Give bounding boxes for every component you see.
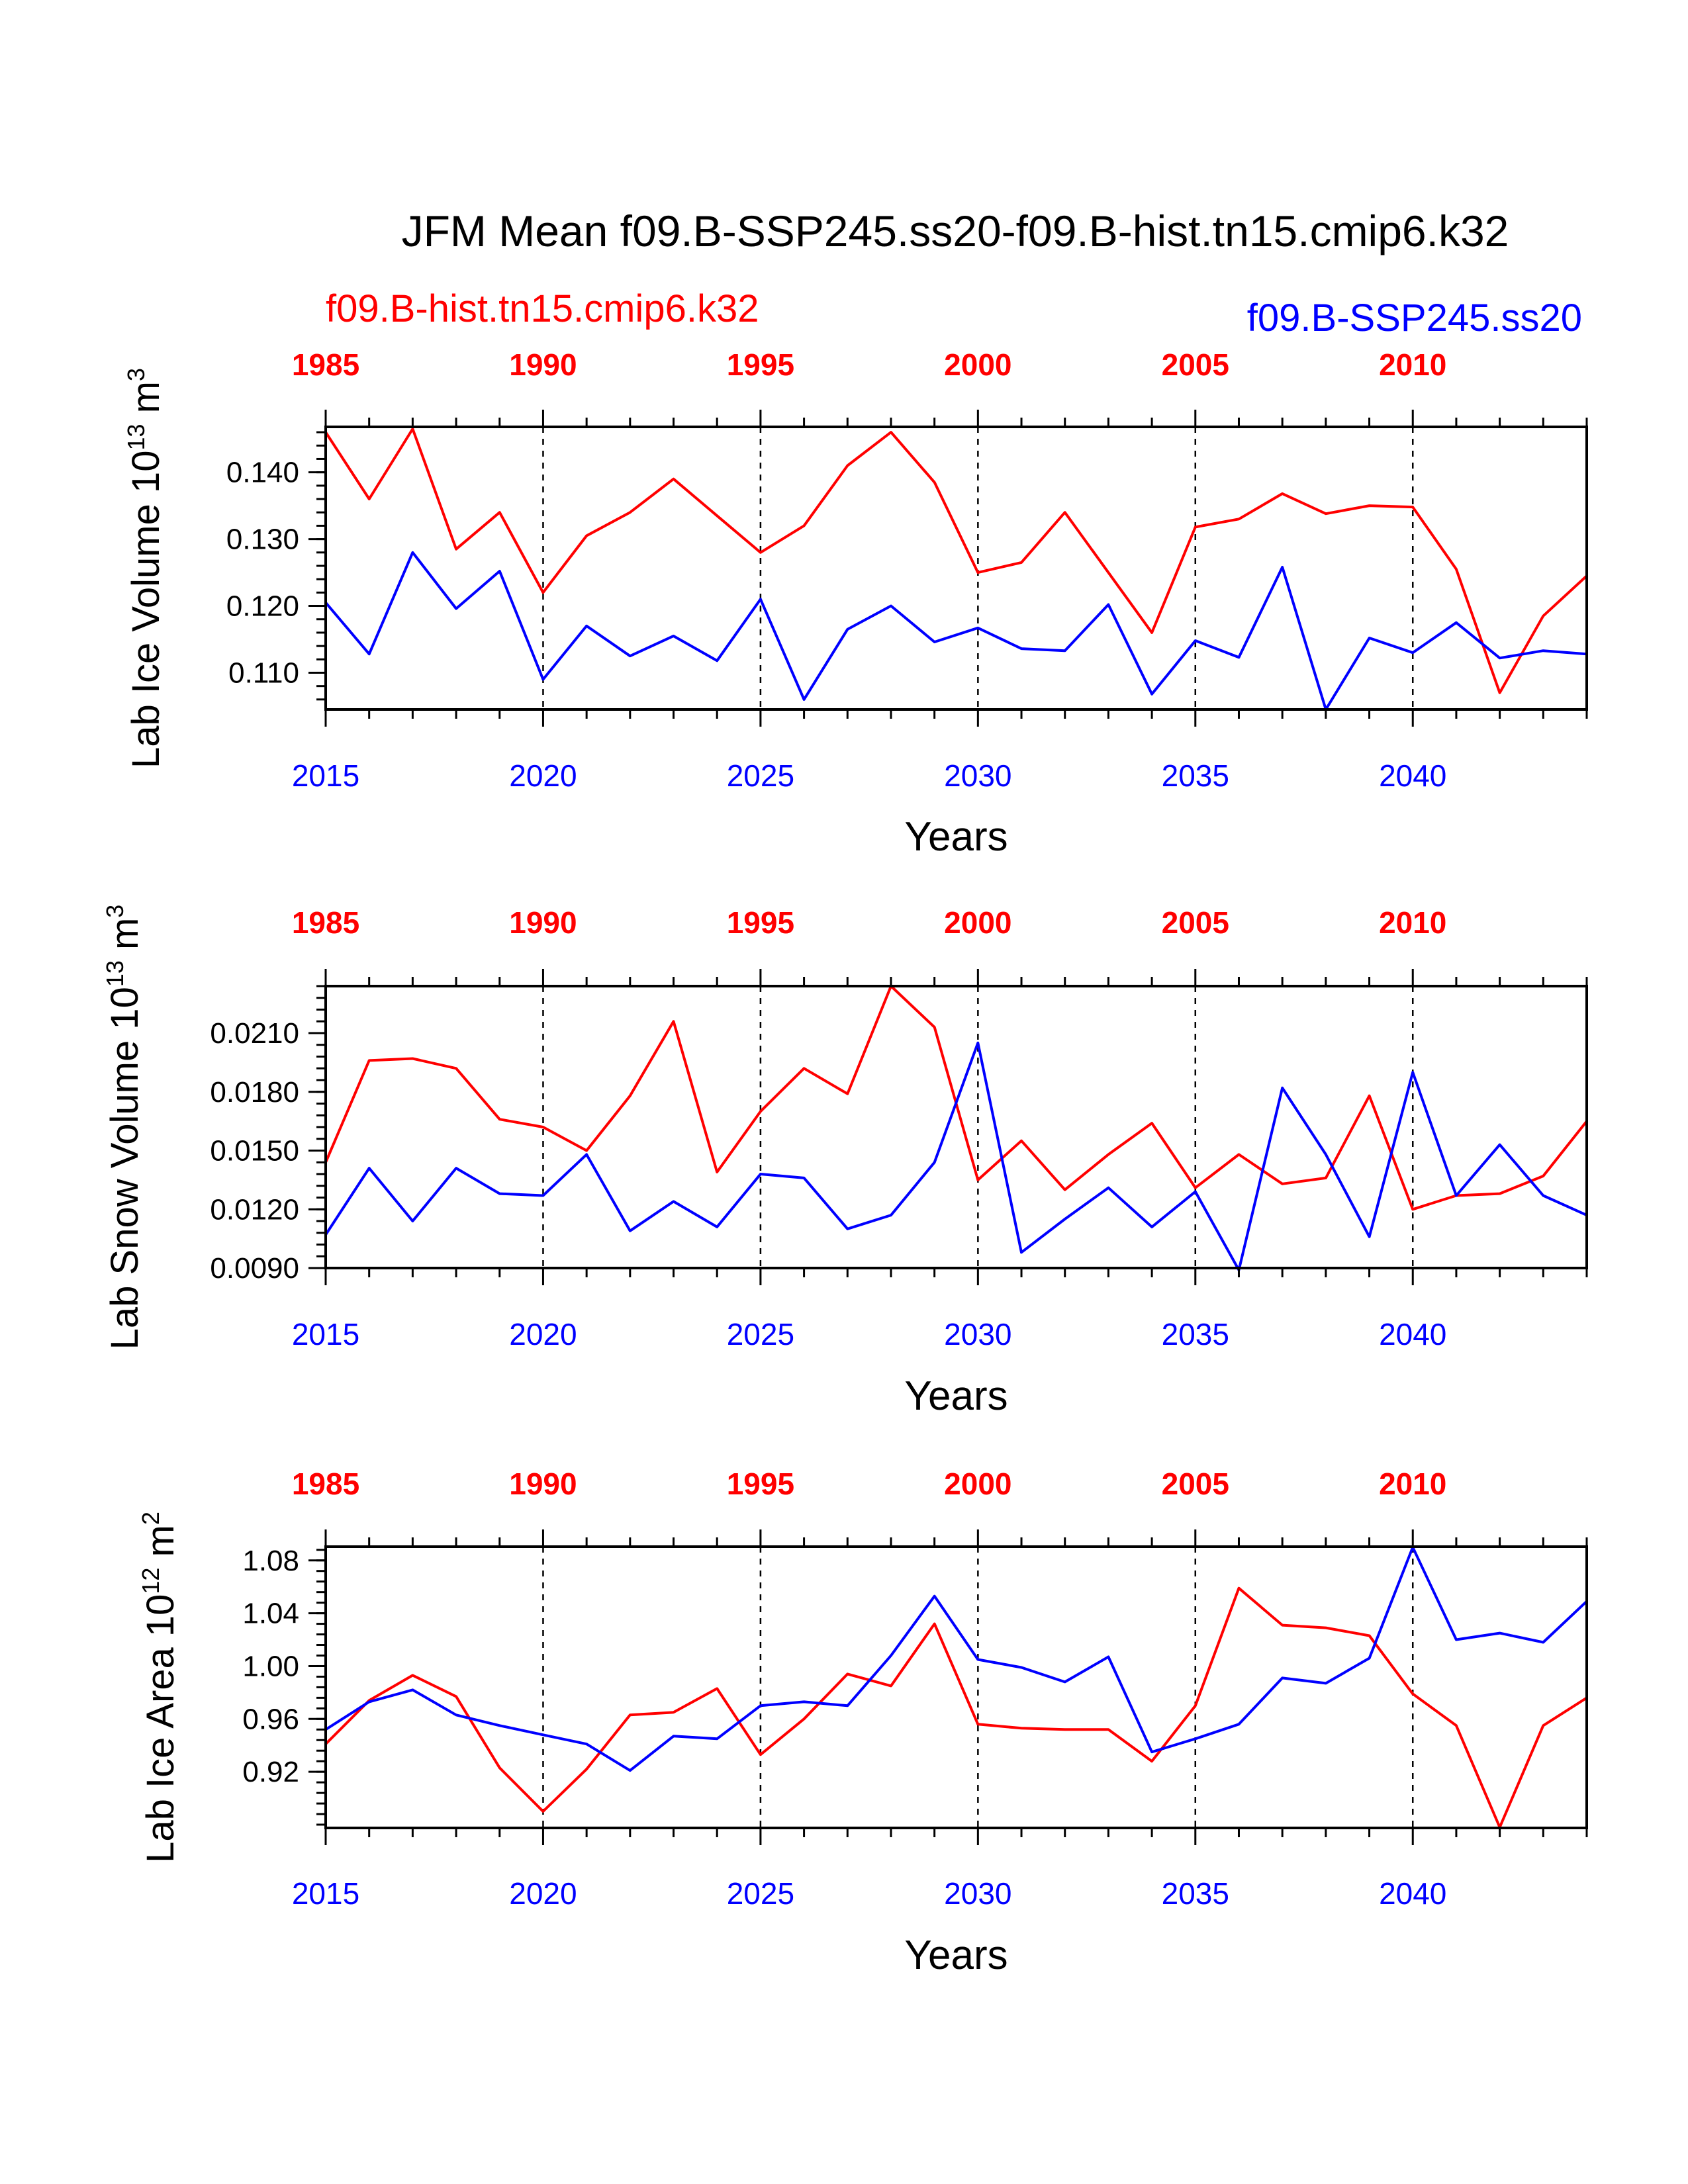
y-tick-label: 1.00	[242, 1650, 299, 1682]
bottom-year-label: 2025	[727, 758, 794, 793]
top-year-label: 1990	[509, 905, 577, 940]
y-tick-label: 0.0090	[210, 1252, 299, 1285]
y-axis-title-part: Lab Ice Area 10	[139, 1594, 182, 1863]
top-year-label: 2010	[1379, 347, 1446, 382]
ssp-series-line	[324, 1041, 1587, 1271]
bottom-year-label: 2020	[509, 758, 577, 793]
bottom-year-label: 2020	[509, 1317, 577, 1351]
top-year-label: 1990	[509, 1467, 577, 1501]
bottom-year-label: 2040	[1379, 758, 1446, 793]
top-year-label: 2005	[1162, 905, 1229, 940]
top-year-label: 1995	[727, 905, 794, 940]
hist-series-line	[324, 985, 1588, 1211]
y-axis-title-superscript: 3	[101, 905, 128, 918]
y-tick-label: 0.110	[228, 657, 299, 689]
y-axis-title: Lab Ice Volume 1013 m3	[122, 368, 167, 768]
top-year-label: 2000	[944, 347, 1011, 382]
y-axis-title-superscript: 3	[122, 368, 150, 381]
bottom-year-label: 2030	[944, 1876, 1011, 1911]
y-axis-title-superscript: 13	[122, 424, 150, 450]
y-axis-title-part: m	[124, 381, 167, 424]
bottom-year-label: 2040	[1379, 1317, 1446, 1351]
y-axis-title-part: Lab Ice Volume 10	[124, 451, 167, 768]
panel-1: 0.110 0.120 0.130 0.140 2015 2020 2025 2030 2035…	[122, 347, 1588, 860]
y-axis-title-part: m	[139, 1525, 182, 1567]
panel-3: 0.92 0.96 1.00 1.04 1.08 2015 2020 2025 2030 2035…	[137, 1467, 1588, 1978]
top-year-label: 2010	[1379, 905, 1446, 940]
top-year-label: 1985	[292, 347, 359, 382]
ssp-series-line	[324, 1545, 1588, 1772]
bottom-year-label: 2040	[1379, 1876, 1446, 1911]
y-axis-title-superscript: 13	[101, 960, 128, 987]
plot-frame	[324, 426, 1588, 711]
y-axis-title: Lab Ice Area 1012 m2	[137, 1512, 182, 1863]
top-year-label: 2005	[1162, 347, 1229, 382]
bottom-year-label: 2015	[292, 758, 359, 793]
legend-hist-label: f09.B-hist.tn15.cmip6.k32	[326, 287, 759, 330]
top-year-label: 2000	[944, 1467, 1011, 1501]
y-tick-label: 0.0210	[210, 1017, 299, 1050]
y-axis-title-part: m	[103, 918, 146, 960]
bottom-year-label: 2015	[292, 1317, 359, 1351]
hist-series-line	[324, 428, 1588, 694]
top-year-label: 1985	[292, 1467, 359, 1501]
y-tick-label: 0.0180	[210, 1076, 299, 1109]
ssp-series-line	[324, 551, 1587, 711]
y-tick-label: 1.08	[242, 1545, 299, 1577]
top-year-label: 1985	[292, 905, 359, 940]
y-axis-title-part: Lab Snow Volume 10	[103, 987, 146, 1349]
x-axis-title: Years	[904, 814, 1008, 860]
hist-series-line	[324, 1586, 1588, 1829]
bottom-year-label: 2020	[509, 1876, 577, 1911]
y-tick-label: 0.0120	[210, 1193, 299, 1226]
x-axis-title: Years	[904, 1933, 1008, 1978]
top-year-label: 2000	[944, 905, 1011, 940]
panel-2: 0.0090 0.0120 0.0150 0.0180 0.0210 2015 2020 20…	[101, 905, 1588, 1419]
legend-ssp-label: f09.B-SSP245.ss20	[1247, 296, 1582, 340]
y-tick-label: 0.140	[226, 457, 299, 489]
main-title: JFM Mean f09.B-SSP245.ss20-f09.B-hist.tn…	[402, 206, 1509, 255]
y-tick-label: 0.96	[242, 1703, 299, 1735]
y-tick-label: 0.130	[226, 523, 299, 556]
y-tick-label: 0.92	[242, 1756, 299, 1788]
top-year-label: 2005	[1162, 1467, 1229, 1501]
top-year-label: 1990	[509, 347, 577, 382]
bottom-year-label: 2025	[727, 1876, 794, 1911]
bottom-year-label: 2035	[1162, 758, 1229, 793]
top-year-label: 2010	[1379, 1467, 1446, 1501]
bottom-year-label: 2035	[1162, 1317, 1229, 1351]
y-axis-title: Lab Snow Volume 1013 m3	[101, 905, 146, 1350]
y-tick-label: 1.04	[242, 1598, 299, 1630]
bottom-year-label: 2015	[292, 1876, 359, 1911]
x-axis-title: Years	[904, 1373, 1008, 1419]
bottom-year-label: 2025	[727, 1317, 794, 1351]
y-tick-label: 0.0150	[210, 1135, 299, 1167]
bottom-year-label: 2035	[1162, 1876, 1229, 1911]
bottom-year-label: 2030	[944, 1317, 1011, 1351]
y-axis-title-superscript: 12	[137, 1568, 164, 1594]
panels: 0.110 0.120 0.130 0.140 2015 2020 2025 2030 2035…	[101, 347, 1588, 1978]
bottom-year-label: 2030	[944, 758, 1011, 793]
top-year-label: 1995	[727, 347, 794, 382]
y-tick-label: 0.120	[226, 590, 299, 623]
top-year-label: 1995	[727, 1467, 794, 1501]
y-axis-title-superscript: 2	[137, 1512, 164, 1525]
